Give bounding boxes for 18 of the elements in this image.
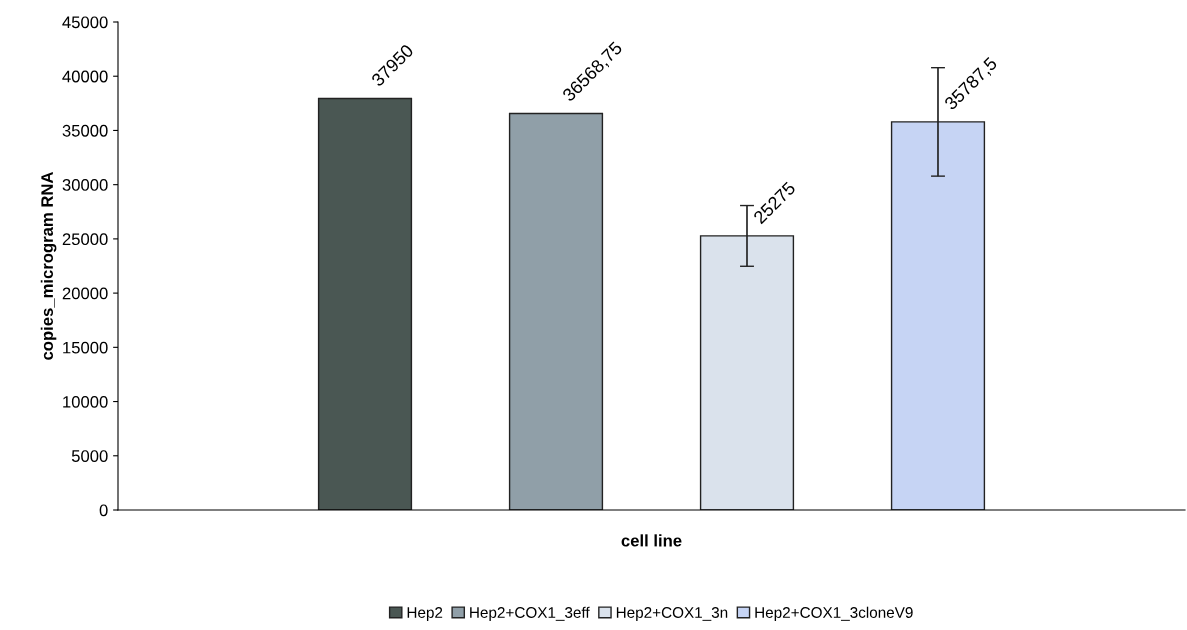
y-tick-label: 20000 (62, 287, 108, 300)
legend-label: Hep2+COX1_3cloneV9 (755, 606, 913, 621)
y-axis-title: copies_microgram RNA (40, 171, 57, 360)
legend-label: Hep2+COX1_3eff (470, 606, 590, 621)
bar (317, 97, 413, 510)
y-tick-label: 45000 (62, 16, 108, 29)
y-tick-label: 30000 (62, 179, 108, 191)
legend-label: Hep2+COX1_3n (616, 607, 728, 621)
legend-label: Hep2 (407, 607, 443, 621)
y-tick-label: 10000 (63, 395, 108, 408)
y-tick-label: 40000 (62, 70, 108, 83)
bar (508, 112, 604, 510)
y-tick-label: 5000 (71, 450, 108, 462)
y-tick-label: 0 (99, 504, 108, 517)
y-tick-label: 25000 (62, 233, 108, 246)
y-tick-label: 35000 (62, 124, 108, 137)
x-axis-title: cell line (621, 534, 682, 547)
y-tick-label: 15000 (63, 341, 108, 354)
